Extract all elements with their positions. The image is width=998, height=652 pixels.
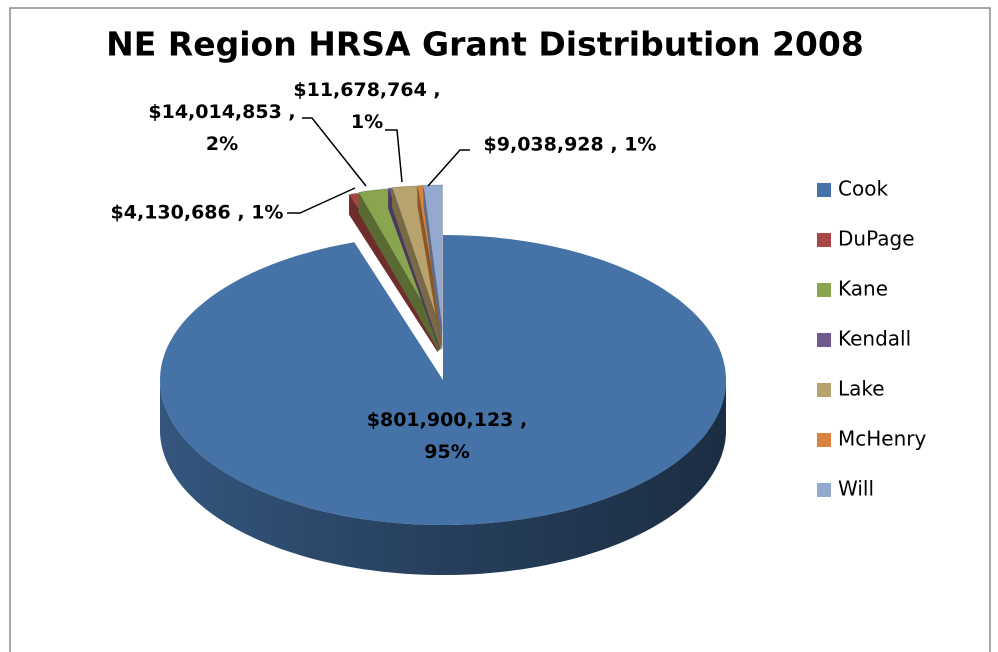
- leader-line: [287, 187, 356, 214]
- slice-wall: [423, 185, 443, 351]
- data-label: $801,900,123 , 95%: [367, 409, 527, 463]
- legend-label: DuPage: [838, 227, 915, 251]
- slice-wall: [392, 187, 441, 351]
- slice-top: [422, 184, 443, 331]
- legend-swatch: [817, 483, 831, 497]
- leader-line: [302, 117, 367, 187]
- pie-slice: [160, 235, 726, 575]
- legend-swatch: [817, 433, 831, 447]
- slice-side-shade: [160, 380, 726, 575]
- legend-label: Lake: [838, 377, 885, 401]
- slice-wall: [417, 185, 442, 351]
- leader-line: [385, 129, 403, 183]
- slice-top: [357, 188, 440, 332]
- data-label: $4,130,686 , 1%: [111, 202, 284, 224]
- legend-label: Kendall: [838, 327, 911, 351]
- legend-swatch: [817, 283, 831, 297]
- legend-swatch: [817, 183, 831, 197]
- legend-swatch: [817, 333, 831, 347]
- legend-label: Cook: [838, 177, 888, 201]
- legend-label: Kane: [838, 277, 888, 301]
- data-label: $14,014,853 , 2%: [148, 101, 295, 155]
- chart-title: NE Region HRSA Grant Distribution 2008: [106, 25, 864, 64]
- slice-wall-shade: [392, 187, 441, 351]
- slice-wall-shade: [423, 185, 443, 351]
- legend-label: Will: [838, 477, 874, 501]
- data-label: $11,678,764 , 1%: [293, 79, 440, 133]
- slice-wall: [358, 192, 439, 352]
- leader-line: [427, 149, 470, 187]
- legend-swatch: [817, 233, 831, 247]
- slice-top: [160, 235, 726, 525]
- slice-wall-shade: [417, 185, 442, 351]
- pie-slice: [422, 184, 443, 351]
- data-label: $9,038,928 , 1%: [484, 134, 657, 156]
- slice-wall-shade: [358, 192, 439, 352]
- legend-swatch: [817, 383, 831, 397]
- legend-label: McHenry: [838, 427, 926, 451]
